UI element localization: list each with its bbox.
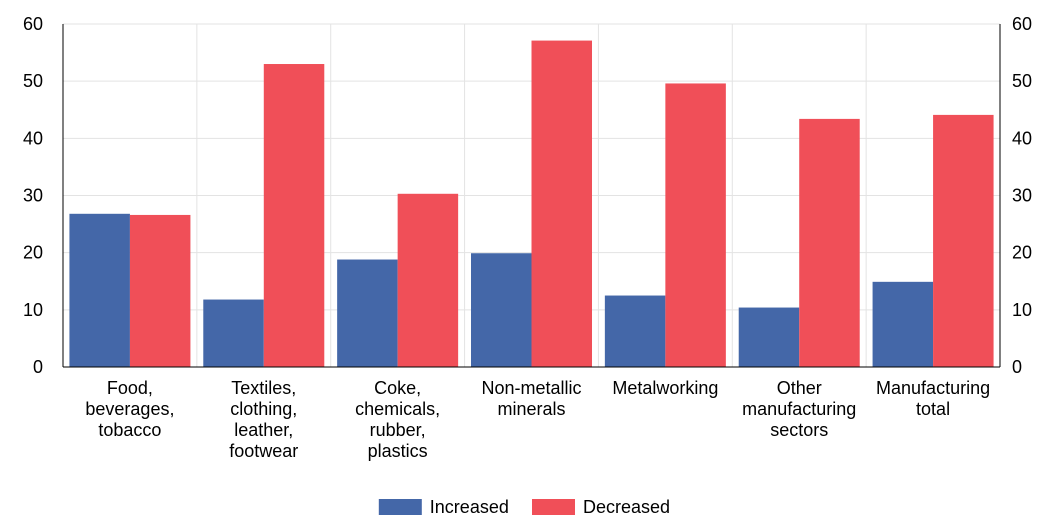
bars — [69, 40, 994, 368]
x-category-label-3: Non-metallic minerals — [481, 378, 581, 419]
x-category-label-1: Textiles, clothing, leather, footwear — [229, 378, 298, 461]
bar-decreased-0 — [129, 214, 191, 367]
y-tick-right-60: 60 — [1012, 14, 1032, 34]
x-category-label-2: Coke, chemicals, rubber, plastics — [355, 378, 440, 461]
y-tick-left-10: 10 — [23, 300, 43, 320]
bar-increased-0 — [69, 213, 130, 367]
bar-decreased-3 — [531, 40, 592, 367]
bar-decreased-1 — [263, 64, 325, 368]
y-tick-left-20: 20 — [23, 243, 43, 263]
y-tick-right-0: 0 — [1012, 357, 1022, 377]
bar-increased-5 — [738, 307, 800, 367]
y-tick-right-50: 50 — [1012, 71, 1032, 91]
legend-swatch-increased — [378, 499, 422, 515]
y-tick-right-30: 30 — [1012, 186, 1032, 206]
bar-increased-6 — [872, 281, 934, 367]
bar-decreased-5 — [799, 118, 860, 367]
bar-decreased-6 — [933, 114, 994, 368]
bar-increased-2 — [337, 259, 398, 367]
legend-label-increased: Increased — [430, 497, 509, 517]
legend-swatch-decreased — [532, 499, 575, 515]
bar-increased-3 — [471, 253, 532, 367]
y-axis-right: 0 10 20 30 40 50 60 — [1012, 14, 1032, 377]
y-tick-left-50: 50 — [23, 71, 43, 91]
bar-decreased-2 — [397, 193, 459, 367]
y-tick-left-60: 60 — [23, 14, 43, 34]
x-category-label-0: Food, beverages, tobacco — [85, 378, 174, 440]
y-tick-right-10: 10 — [1012, 300, 1032, 320]
y-axis-left: 0 10 20 30 40 50 60 — [23, 14, 43, 377]
x-category-label-6: Manufacturing total — [876, 378, 990, 419]
bar-increased-1 — [203, 299, 264, 367]
x-category-label-5: Other manufacturing sectors — [742, 378, 856, 440]
y-tick-right-40: 40 — [1012, 128, 1032, 148]
y-tick-left-40: 40 — [23, 128, 43, 148]
bar-decreased-4 — [665, 83, 726, 367]
x-category-label-4: Metalworking — [612, 378, 718, 398]
x-axis-labels: Food, beverages, tobacco Textiles, clothing,… — [85, 378, 990, 461]
y-tick-right-20: 20 — [1012, 243, 1032, 263]
axes — [62, 24, 1001, 368]
legend: Increased Decreased — [378, 497, 670, 517]
y-tick-left-30: 30 — [23, 186, 43, 206]
y-tick-left-0: 0 — [33, 357, 43, 377]
bar-increased-4 — [604, 295, 666, 367]
legend-label-decreased: Decreased — [583, 497, 670, 517]
